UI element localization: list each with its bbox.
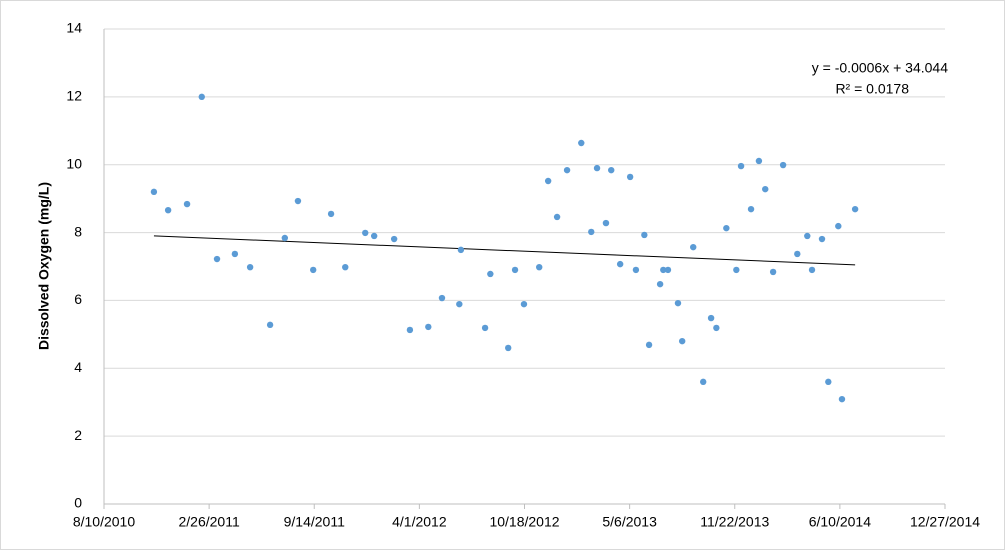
point xyxy=(808,266,816,274)
trendline xyxy=(153,235,856,266)
point xyxy=(762,185,769,193)
point xyxy=(553,213,561,221)
point xyxy=(690,243,697,251)
point xyxy=(578,139,585,147)
point xyxy=(737,162,745,170)
point xyxy=(588,228,595,236)
point xyxy=(825,378,832,386)
point xyxy=(747,205,755,213)
y-tick-label: 0 xyxy=(74,495,82,511)
point xyxy=(818,235,826,243)
point xyxy=(511,266,519,274)
point xyxy=(294,197,302,205)
point xyxy=(769,268,777,276)
point xyxy=(713,324,720,332)
point xyxy=(544,177,552,185)
y-tick-label: 10 xyxy=(66,155,82,171)
point xyxy=(678,337,686,345)
point xyxy=(794,250,801,258)
x-tick-label: 2/26/2011 xyxy=(179,514,240,530)
trend-r-squared: R² = 0.0178 xyxy=(835,81,909,97)
x-tick-label: 9/14/2011 xyxy=(284,514,345,530)
point xyxy=(755,157,763,165)
point xyxy=(309,266,317,274)
point xyxy=(327,210,335,218)
y-tick-label: 8 xyxy=(74,223,82,239)
point xyxy=(481,324,489,332)
point xyxy=(602,219,610,227)
point xyxy=(804,232,811,240)
point xyxy=(674,299,682,307)
x-tick-label: 4/1/2012 xyxy=(392,514,447,530)
x-tick-label: 5/6/2013 xyxy=(602,514,657,530)
point xyxy=(266,321,274,329)
point xyxy=(660,266,667,274)
point xyxy=(406,326,414,334)
point xyxy=(779,161,787,169)
point xyxy=(198,93,205,101)
x-tick-label: 6/10/2014 xyxy=(809,514,871,530)
point xyxy=(438,294,446,302)
y-tick-label: 14 xyxy=(66,20,82,36)
point xyxy=(505,344,512,352)
point xyxy=(362,229,369,237)
point xyxy=(164,206,172,214)
point xyxy=(700,378,707,386)
y-tick-label: 6 xyxy=(74,291,82,307)
point xyxy=(641,231,648,239)
point xyxy=(563,166,571,174)
point xyxy=(457,246,465,254)
point xyxy=(231,250,239,258)
x-tick-label: 11/22/2013 xyxy=(700,514,769,530)
point xyxy=(342,263,349,271)
y-tick-label: 12 xyxy=(66,88,82,104)
point xyxy=(656,280,664,288)
point xyxy=(281,234,289,242)
point xyxy=(213,255,221,263)
x-tick-label: 10/18/2012 xyxy=(489,514,559,530)
point xyxy=(851,205,859,213)
point xyxy=(536,263,543,271)
point xyxy=(723,224,730,232)
point xyxy=(456,300,463,308)
point xyxy=(664,266,672,274)
trend-equation: y = -0.0006x + 34.044 xyxy=(812,60,948,76)
point xyxy=(390,235,398,243)
point xyxy=(593,164,601,172)
point xyxy=(608,166,615,174)
point xyxy=(150,188,158,196)
point xyxy=(835,222,842,230)
point xyxy=(425,323,432,331)
point xyxy=(520,300,528,308)
x-tick-label: 12/27/2014 xyxy=(910,514,980,530)
point xyxy=(246,263,254,271)
point xyxy=(370,232,378,240)
point xyxy=(838,395,846,403)
y-tick-label: 2 xyxy=(74,427,82,443)
y-tick-label: 4 xyxy=(74,359,82,375)
point xyxy=(487,270,494,278)
point xyxy=(707,314,715,322)
point xyxy=(183,200,191,208)
point xyxy=(626,173,634,181)
point xyxy=(632,266,640,274)
x-tick-label: 8/10/2010 xyxy=(73,514,135,530)
point xyxy=(645,341,653,349)
point xyxy=(616,260,624,268)
point xyxy=(733,266,740,274)
y-axis-label: Dissolved Oxygen (mg/L) xyxy=(36,182,52,350)
